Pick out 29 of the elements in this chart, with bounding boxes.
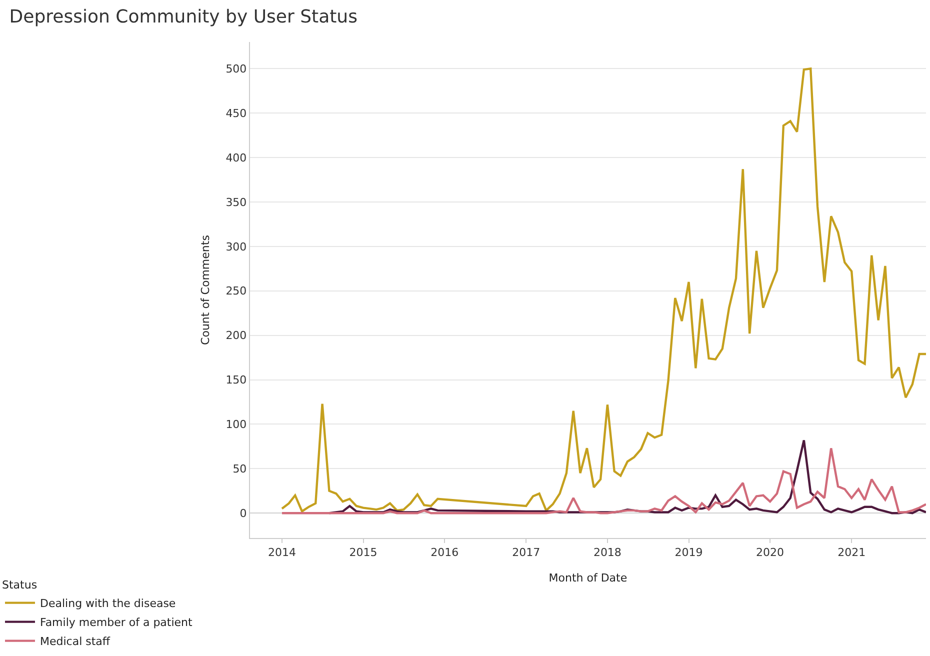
y-tick-label: 350 (226, 196, 247, 209)
y-tick-label: 50 (232, 462, 247, 476)
line-series (328, 439, 926, 514)
legend-label: Dealing with the disease (40, 597, 176, 610)
y-tick-label: 450 (226, 106, 247, 120)
x-tick-label: 2015 (349, 546, 378, 560)
x-tick-label: 2014 (268, 546, 296, 560)
line-series (280, 447, 926, 514)
x-tick-label: 2018 (593, 546, 622, 560)
x-axis-title: Month of Date (548, 571, 628, 584)
y-tick-label: 200 (226, 329, 247, 342)
y-tick-label: 300 (226, 240, 247, 254)
x-tick-label: 2019 (674, 546, 703, 560)
legend-label: Family member of a patient (40, 616, 194, 630)
x-tick-label: 2021 (838, 546, 866, 560)
y-tick-label: 150 (226, 374, 247, 387)
x-tick-label: 2020 (756, 546, 784, 560)
legend-label: Medical staff (40, 635, 110, 648)
line-series (280, 68, 926, 512)
chart-title: Depression Community by User Status (9, 6, 358, 28)
y-axis-title: Count of Comments (199, 234, 212, 345)
y-tick-label: 500 (226, 62, 247, 76)
y-tick-label: 0 (240, 506, 247, 520)
y-tick-label: 250 (226, 284, 247, 298)
x-tick-label: 2016 (430, 546, 459, 560)
legend-title: Status (2, 578, 38, 592)
y-tick-label: 400 (226, 151, 247, 164)
y-tick-label: 100 (226, 418, 247, 432)
x-tick-label: 2017 (512, 546, 540, 560)
